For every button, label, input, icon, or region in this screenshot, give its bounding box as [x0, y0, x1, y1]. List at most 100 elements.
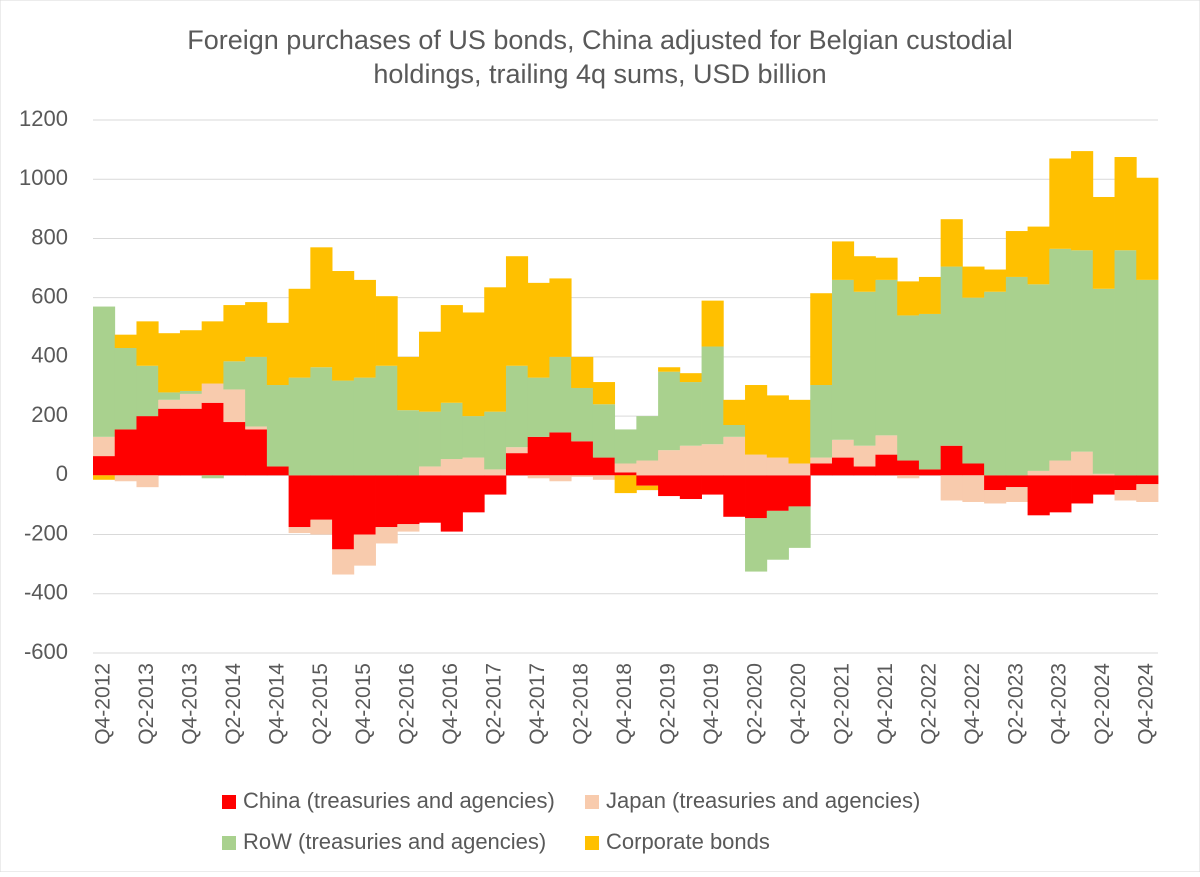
- bar-segment: [505, 256, 529, 366]
- chart-title: Foreign purchases of US bonds, China adj…: [187, 25, 1013, 55]
- bar-segment: [353, 377, 376, 476]
- bar-segment: [332, 549, 355, 575]
- bar-segment: [1049, 248, 1072, 461]
- bar-segment: [93, 306, 116, 437]
- bar-segment: [918, 313, 942, 470]
- bar-segment: [1092, 473, 1115, 476]
- bar-segment: [875, 435, 898, 455]
- bar-segment: [527, 377, 550, 437]
- bar-segment: [462, 312, 485, 417]
- bar-segment: [1071, 151, 1094, 251]
- bar-segment: [201, 383, 224, 403]
- bar-segment: [614, 429, 637, 464]
- bar-segment: [266, 385, 290, 467]
- bar-segment: [592, 457, 616, 476]
- bar-segment: [810, 385, 833, 458]
- bar-segment: [93, 456, 116, 476]
- bar-segment: [658, 371, 681, 451]
- bar-segment: [571, 356, 594, 388]
- legend-label: China (treasuries and agencies): [243, 788, 555, 813]
- bar-segment: [505, 365, 529, 448]
- y-tick-label: -400: [24, 580, 68, 605]
- y-tick-label: 400: [31, 343, 68, 368]
- bar-segment: [636, 460, 659, 476]
- bar-segment: [745, 475, 768, 519]
- bar-segment: [853, 291, 876, 446]
- bar-segment: [549, 475, 572, 482]
- bar-segment: [1071, 250, 1094, 452]
- bar-segment: [1049, 460, 1072, 476]
- bar-segment: [288, 475, 311, 528]
- bar-segment: [288, 288, 311, 378]
- bar-segment: [136, 321, 159, 366]
- bar-segment: [1114, 157, 1137, 251]
- bar-segment: [875, 279, 898, 436]
- bar-segment: [93, 436, 116, 457]
- bar-segment: [679, 445, 702, 476]
- bar-segment: [1071, 475, 1094, 504]
- bar-segment: [201, 402, 224, 476]
- bar-segment: [571, 387, 594, 442]
- bar-segment: [245, 429, 268, 476]
- bar-segment: [766, 395, 789, 458]
- bar-segment: [1027, 226, 1050, 285]
- bar-segment: [679, 475, 702, 500]
- bar-segment: [1092, 196, 1115, 289]
- bar-segment: [788, 506, 811, 548]
- x-tick-label: Q2-2016: [396, 663, 419, 745]
- legend-swatch: [585, 795, 599, 809]
- bar-segment: [462, 475, 485, 513]
- bar-segment: [549, 432, 572, 476]
- bar-segment: [1005, 475, 1028, 488]
- bar-segment: [614, 472, 637, 476]
- bar-segment: [179, 408, 203, 476]
- bar-segment: [375, 296, 398, 366]
- bar-segment: [440, 305, 463, 403]
- bar-segment: [397, 475, 420, 525]
- bar-segment: [419, 466, 442, 476]
- bar-segment: [136, 365, 159, 417]
- bar-segment: [875, 257, 898, 280]
- bar-segment: [93, 475, 116, 480]
- legend-label: RoW (treasuries and agencies): [243, 829, 546, 854]
- bar-segment: [701, 475, 724, 495]
- bar-segment: [592, 382, 616, 405]
- x-tick-label: Q2-2020: [743, 663, 766, 745]
- bar-segment: [1136, 484, 1159, 502]
- bar-segment: [571, 475, 594, 477]
- bar-segment: [1136, 475, 1159, 485]
- x-tick-label: Q2-2013: [135, 663, 158, 745]
- bar-segment: [1027, 470, 1050, 476]
- x-tick-label: Q2-2024: [1091, 663, 1114, 745]
- bar-segment: [440, 402, 463, 460]
- bar-segment: [440, 459, 463, 476]
- bar-segment: [1005, 276, 1028, 476]
- bar-segment: [962, 266, 985, 298]
- x-tick-label: Q4-2016: [439, 663, 462, 745]
- bar-segment: [310, 247, 333, 368]
- bar-segment: [853, 445, 876, 467]
- bar-segment: [679, 373, 702, 383]
- bar-segment: [658, 450, 681, 476]
- bar-segment: [875, 454, 898, 476]
- bar-segment: [766, 510, 789, 560]
- x-tick-label: Q4-2017: [526, 663, 549, 745]
- bar-segment: [114, 334, 137, 349]
- bar-segment: [984, 475, 1007, 491]
- bar-segment: [223, 389, 246, 423]
- bar-segment: [419, 411, 442, 467]
- bar-segment: [1114, 490, 1137, 501]
- bar-segment: [397, 524, 420, 532]
- bar-segment: [484, 287, 507, 412]
- bar-segment: [810, 463, 833, 476]
- bar-segment: [310, 475, 333, 520]
- bar-segment: [332, 380, 355, 476]
- bar-segment: [831, 241, 855, 280]
- bar-segment: [1114, 475, 1137, 491]
- x-tick-label: Q4-2022: [961, 663, 984, 745]
- bar-segment: [505, 447, 529, 454]
- bar-segment: [288, 527, 311, 534]
- bar-segment: [940, 219, 963, 267]
- bar-segment: [897, 281, 920, 316]
- bar-segment: [1136, 177, 1159, 280]
